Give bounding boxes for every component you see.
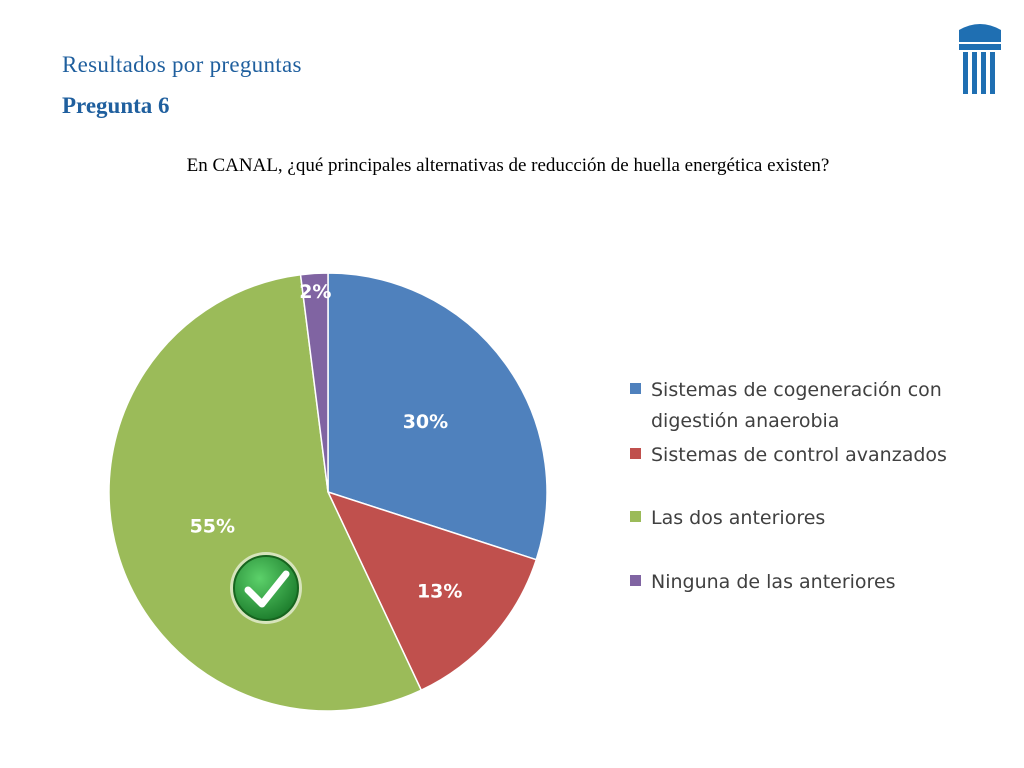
- legend-label: Sistemas de cogeneración con digestión a…: [651, 379, 942, 432]
- question-text: En CANAL, ¿qué principales alternativas …: [186, 155, 830, 176]
- pie-slice: [327, 272, 548, 561]
- section-title: Resultados por preguntas: [62, 52, 302, 77]
- legend-swatch: [630, 575, 641, 586]
- legend-item: Ninguna de las anteriores: [630, 567, 971, 598]
- pie-slice: [326, 490, 538, 692]
- legend-item: Las dos anteriores: [630, 503, 971, 534]
- slice-data-label: 2%: [299, 281, 331, 303]
- slice-data-label: 13%: [417, 580, 462, 602]
- legend-label: Las dos anteriores: [651, 507, 826, 529]
- slice-data-label: 55%: [190, 516, 235, 538]
- legend-label: Ninguna de las anteriores: [651, 571, 896, 593]
- legend-swatch: [630, 511, 641, 522]
- pie-slice: [299, 272, 329, 493]
- slice-data-label: 30%: [403, 411, 448, 433]
- question-number: Pregunta 6: [62, 93, 170, 118]
- check-mark-icon: [230, 552, 302, 624]
- legend-swatch: [630, 448, 641, 459]
- legend-swatch: [630, 383, 641, 394]
- legend-item: Sistemas de control avanzados: [630, 440, 971, 471]
- pie-slice: [108, 273, 423, 712]
- institution-logo-icon: [959, 24, 1001, 94]
- legend-label: Sistemas de control avanzados: [651, 444, 947, 466]
- legend-item: Sistemas de cogeneración con digestión a…: [630, 375, 971, 437]
